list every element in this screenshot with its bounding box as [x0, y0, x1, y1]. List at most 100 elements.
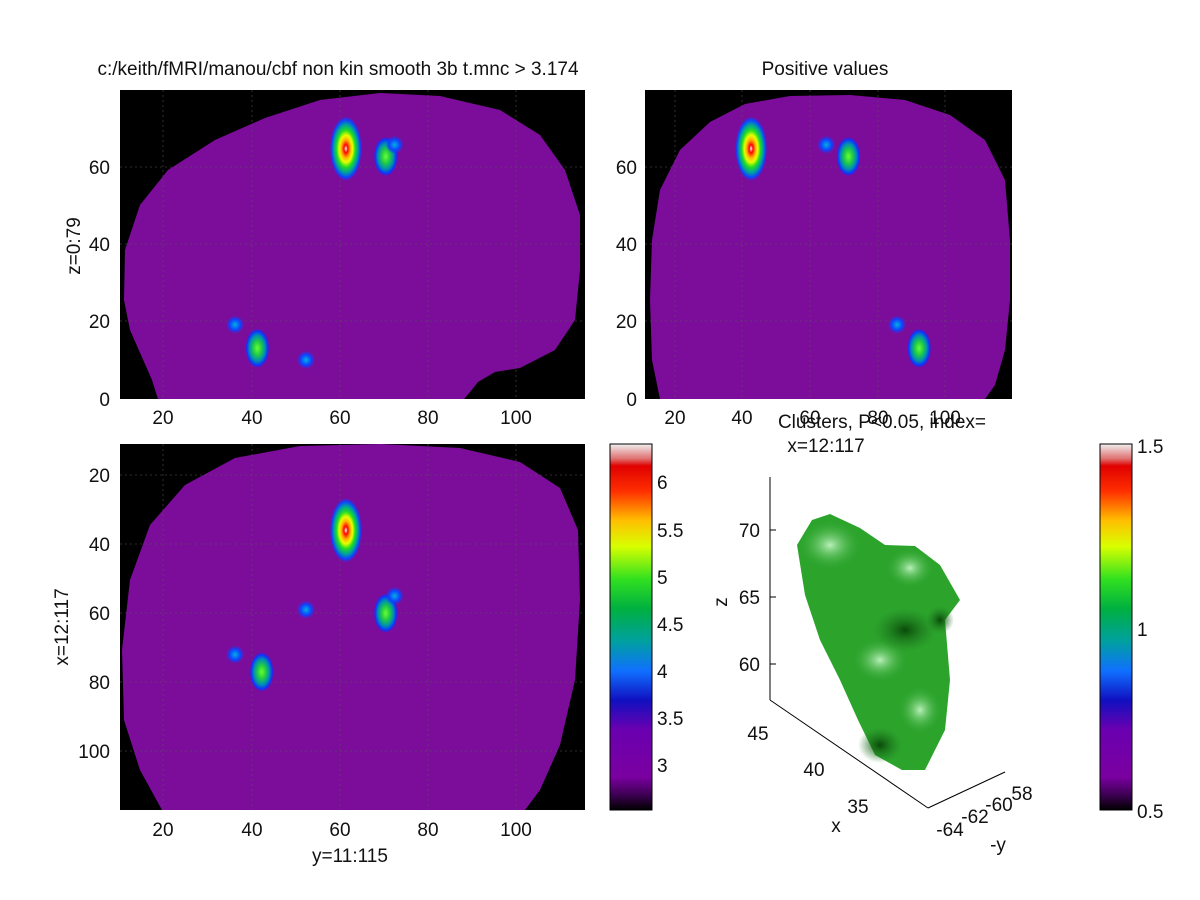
- panel4-ztick-60: 60: [739, 655, 760, 676]
- colorbar1-tick-3.5: 3.5: [657, 709, 683, 730]
- panel1-xtick-20: 20: [152, 408, 173, 429]
- panel2-blobs: [735, 116, 932, 368]
- panel4-shadow-1: [873, 608, 937, 652]
- panel1-xtick-100: 100: [500, 408, 532, 429]
- colorbar-tvalues: 3 3.5 4 4.5 5 5.5 6: [609, 443, 683, 811]
- panel2-xtick-100: 100: [929, 408, 961, 429]
- panel1-blob-5: [297, 350, 315, 369]
- panel4-title: Clusters, P<0.05, index=: [778, 412, 986, 433]
- panel4-shadow-3: [858, 727, 902, 763]
- panel1-blob-0: [329, 116, 362, 181]
- panel4-ytick-58: 58: [1011, 784, 1032, 805]
- panel3-blob-2: [385, 586, 404, 605]
- panel3-blob-5: [297, 600, 315, 619]
- panel3-blobs: [226, 498, 404, 692]
- panel2-ytick-60: 60: [616, 158, 637, 179]
- panel4-xtick-40: 40: [803, 760, 824, 781]
- panel3-xlabel: y=11:115: [312, 846, 388, 867]
- panel2-blob-3: [907, 328, 932, 368]
- panel2-xtick-40: 40: [731, 408, 752, 429]
- panel-coronal: Positive values 20 40 60 80 100 0 20 40 …: [616, 59, 1012, 429]
- colorbar1-tick-5.5: 5.5: [657, 521, 683, 542]
- panel-sagittal: c:/keith/fMRI/manou/cbf non kin smooth 3…: [64, 59, 585, 429]
- panel2-xtick-20: 20: [664, 408, 685, 429]
- colorbar1-bar: [609, 443, 653, 811]
- panel2-blob-2: [817, 135, 836, 154]
- panel1-blob-4: [226, 315, 245, 334]
- panel1-ytick-0: 0: [99, 390, 110, 411]
- panel2-blob-1: [836, 137, 861, 176]
- panel1-xtick-80: 80: [417, 408, 438, 429]
- panel3-ytick-80: 80: [89, 673, 110, 694]
- colorbar2-tick-1: 1: [1137, 620, 1148, 641]
- panel2-ytick-40: 40: [616, 235, 637, 256]
- panel2-xtick-60: 60: [799, 408, 820, 429]
- panel3-blob-4: [226, 645, 245, 664]
- panel2-blob-0: [735, 116, 768, 181]
- panel4-highlight-1: [798, 520, 862, 570]
- panel1-ytick-20: 20: [89, 312, 110, 333]
- colorbar2-tick-1.5: 1.5: [1137, 437, 1163, 458]
- panel3-xtick-100: 100: [500, 820, 532, 841]
- panel4-yticks: -64 -62 -60 58: [936, 784, 1032, 841]
- panel4-ytick-neg64: -64: [936, 820, 964, 841]
- panel4-highlight-2: [886, 548, 934, 588]
- panel4-xticks: 35 40 45: [747, 724, 868, 818]
- panel4-axes: [769, 477, 1006, 809]
- panel1-ylabel: z=0:79: [64, 217, 85, 275]
- panel3-yticks: 20 40 60 80 100: [78, 466, 110, 763]
- panel3-xticks: 20 40 60 80 100: [152, 820, 531, 841]
- panel1-ytick-60: 60: [89, 158, 110, 179]
- panel3-xtick-60: 60: [329, 820, 350, 841]
- panel4-highlight-4: [898, 686, 942, 734]
- panel1-title: c:/keith/fMRI/manou/cbf non kin smooth 3…: [97, 59, 578, 80]
- panel4-title-line2: x=12:117: [787, 436, 864, 457]
- panel-cluster-3d: Clusters, P<0.05, index= x=12:117 60 65 …: [711, 412, 1033, 856]
- panel-axial: 20 40 60 80 100 20 40 60 80 100 y=11:115…: [52, 444, 585, 867]
- panel1-xtick-40: 40: [241, 408, 262, 429]
- colorbar2-bar: [1099, 443, 1133, 811]
- panel4-ztick-70: 70: [739, 521, 760, 542]
- panel3-xtick-40: 40: [241, 820, 262, 841]
- panel2-yticks: 0 20 40 60: [616, 158, 637, 411]
- panel3-ylabel: x=12:117: [52, 588, 73, 665]
- colorbar1-tick-3: 3: [657, 756, 668, 777]
- panel1-xticks: 20 40 60 80 100: [152, 408, 531, 429]
- panel4-zticks: 60 65 70: [739, 521, 760, 676]
- panel2-xticks: 20 40 60 80 100: [664, 408, 960, 429]
- panel3-xtick-20: 20: [152, 820, 173, 841]
- colorbar1-ticks: 3 3.5 4 4.5 5 5.5 6: [657, 473, 683, 777]
- panel3-blob-0: [329, 498, 362, 563]
- panel4-ylabel: -y: [990, 835, 1006, 856]
- panel1-blob-2: [385, 135, 404, 154]
- panel4-surface: [797, 514, 960, 770]
- panel3-brain-mask: [122, 444, 580, 810]
- panel1-yticks: 0 20 40 60: [89, 158, 110, 411]
- panel3-ytick-20: 20: [89, 466, 110, 487]
- panel1-ytick-40: 40: [89, 235, 110, 256]
- panel4-ytick-neg62: -62: [961, 807, 988, 828]
- panel4-ztick-65: 65: [739, 588, 760, 609]
- colorbar1-tick-6: 6: [657, 473, 668, 494]
- panel4-xlabel: x: [831, 816, 841, 837]
- panel1-xtick-60: 60: [329, 408, 350, 429]
- panel4-zlabel: z: [711, 597, 732, 607]
- panel4-xtick-45: 45: [747, 724, 768, 745]
- panel2-xtick-80: 80: [867, 408, 888, 429]
- panel4-shadow-2: [926, 606, 954, 634]
- panel3-xtick-80: 80: [417, 820, 438, 841]
- panel3-ytick-60: 60: [89, 604, 110, 625]
- colorbar1-tick-4.5: 4.5: [657, 615, 683, 636]
- panel2-ytick-0: 0: [626, 390, 637, 411]
- panel2-title: Positive values: [762, 59, 889, 80]
- colorbar2-tick-0.5: 0.5: [1137, 802, 1163, 823]
- panel3-ytick-100: 100: [78, 742, 110, 763]
- colorbar1-tick-4: 4: [657, 662, 668, 683]
- colorbar1-tick-5: 5: [657, 568, 668, 589]
- panel1-blob-3: [245, 328, 270, 368]
- panel2-ytick-20: 20: [616, 312, 637, 333]
- panel2-blob-4: [888, 315, 906, 334]
- panel3-blob-3: [249, 652, 274, 692]
- panel4-xtick-35: 35: [847, 797, 868, 818]
